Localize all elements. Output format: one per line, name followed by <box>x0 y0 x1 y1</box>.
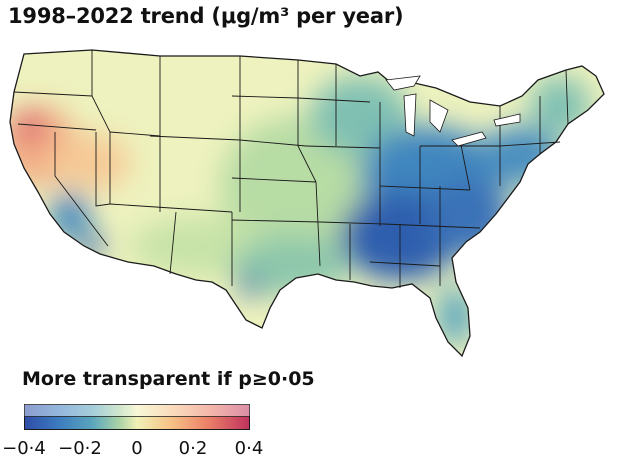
legend-ticks: −0·4 −0·2 0 0·2 0·4 <box>0 438 300 468</box>
map-title: 1998–2022 trend (μg/m³ per year) <box>8 4 404 28</box>
legend-colorbar <box>24 404 250 430</box>
legend-tick: 0·4 <box>234 438 264 459</box>
state-borders <box>13 50 569 288</box>
us-trend-map <box>9 49 605 357</box>
legend-tick: −0·2 <box>58 438 102 459</box>
legend-tick: 0·2 <box>178 438 208 459</box>
legend-tick: 0 <box>131 438 143 459</box>
great-lakes <box>385 75 521 147</box>
legend-tick: −0·4 <box>2 438 46 459</box>
legend-title: More transparent if p≥0·05 <box>22 368 315 390</box>
